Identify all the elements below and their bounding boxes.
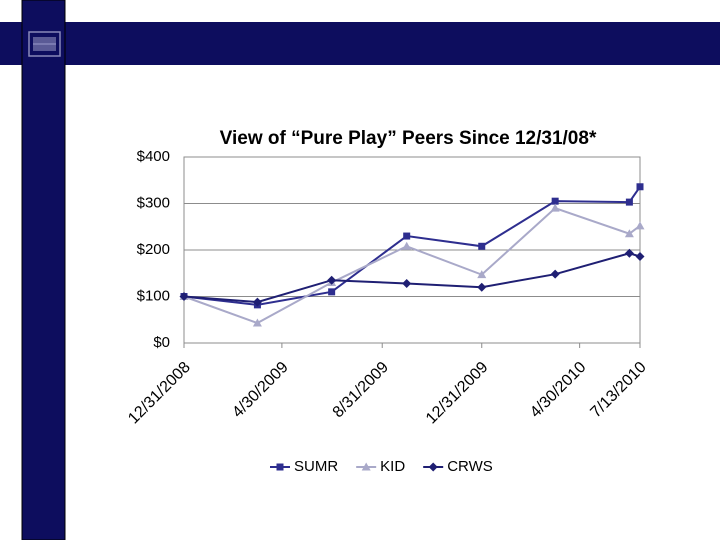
point	[550, 269, 560, 279]
y-tick-label: $300	[137, 194, 170, 211]
y-tick-label: $200	[137, 241, 170, 258]
point	[252, 297, 262, 307]
point	[477, 270, 487, 279]
point	[624, 229, 634, 238]
point	[624, 248, 634, 258]
x-tick-label: 12/31/2009	[423, 359, 492, 428]
point	[550, 203, 560, 212]
point	[327, 275, 337, 285]
x-tick-label: 12/31/2008	[125, 359, 194, 428]
point	[478, 242, 486, 250]
point	[636, 183, 644, 191]
point	[551, 197, 559, 205]
x-tick-label: 8/31/2009	[330, 359, 392, 421]
left-bar	[21, 0, 66, 540]
point	[402, 278, 412, 288]
point	[635, 252, 645, 262]
legend-label: SUMR	[294, 458, 338, 475]
y-tick-label: $400	[137, 148, 170, 165]
x-tick-label: 7/13/2010	[587, 359, 649, 421]
legend-label: KID	[380, 458, 405, 475]
point	[403, 232, 411, 240]
point	[328, 288, 336, 296]
point	[635, 221, 645, 230]
legend-marker	[276, 463, 284, 471]
series-line	[183, 252, 641, 304]
x-tick-label: 4/30/2009	[229, 359, 291, 421]
legend-label: CRWS	[447, 458, 493, 475]
y-tick-label: $0	[153, 334, 170, 351]
point	[402, 241, 412, 250]
point	[625, 198, 633, 206]
chart-title: View of “Pure Play” Peers Since 12/31/08…	[220, 128, 597, 149]
point	[477, 282, 487, 292]
legend-marker	[361, 462, 371, 471]
y-tick-label: $100	[137, 287, 170, 304]
top-band	[0, 22, 720, 65]
series-line	[183, 186, 641, 306]
x-tick-label: 4/30/2010	[527, 359, 589, 421]
point	[252, 318, 262, 327]
point	[179, 292, 189, 301]
logo	[28, 31, 61, 57]
series-line	[183, 207, 641, 325]
legend-marker	[428, 462, 438, 472]
